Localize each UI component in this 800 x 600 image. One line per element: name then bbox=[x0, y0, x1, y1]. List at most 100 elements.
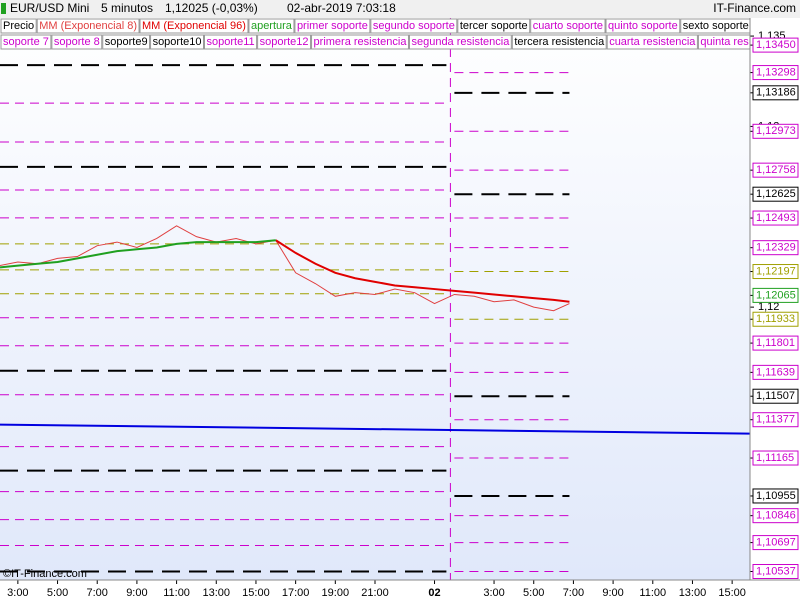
axes: 1,1351,131,121,134501,132981,131861,1297… bbox=[7, 30, 799, 599]
x-tick-label: 7:00 bbox=[87, 587, 108, 599]
legend-box bbox=[457, 18, 531, 34]
legend-item: soporte10 bbox=[153, 36, 202, 48]
level-box bbox=[752, 311, 799, 327]
level-label: 1,13298 bbox=[756, 66, 796, 78]
level-box bbox=[752, 388, 799, 404]
level-box bbox=[752, 264, 799, 280]
legend-item: MM (Exponencial 96) bbox=[142, 20, 246, 32]
series-line bbox=[275, 239, 570, 303]
legend-box bbox=[697, 34, 750, 50]
level-label: 1,11377 bbox=[756, 414, 795, 426]
level-label: 1,11165 bbox=[756, 452, 794, 464]
legend-box bbox=[605, 18, 681, 34]
level-label: 1,11639 bbox=[756, 366, 795, 378]
x-tick-label: 9:00 bbox=[602, 587, 623, 599]
x-tick-label: 5:00 bbox=[47, 587, 68, 599]
level-box bbox=[752, 65, 799, 81]
watermark: ©IT-Finance.com bbox=[3, 568, 87, 580]
legend-box bbox=[0, 34, 52, 50]
header-brand: IT-Finance.com bbox=[713, 1, 796, 15]
legend-box bbox=[680, 18, 750, 34]
legend-item: soporte9 bbox=[105, 36, 148, 48]
x-tick-label: 13:00 bbox=[203, 587, 231, 599]
x-tick-label: 17:00 bbox=[282, 587, 310, 599]
level-box bbox=[752, 186, 799, 202]
legend-item: segundo soporte bbox=[373, 20, 455, 32]
level-label: 1,10955 bbox=[756, 490, 796, 502]
x-tick-label: 21:00 bbox=[361, 587, 389, 599]
level-box bbox=[752, 535, 799, 551]
legend-item: soporte 7 bbox=[3, 36, 49, 48]
plot-area bbox=[0, 18, 750, 580]
legend-item: quinto soporte bbox=[608, 20, 678, 32]
level-box bbox=[752, 162, 799, 178]
level-box bbox=[752, 508, 799, 524]
legend-item: apertura bbox=[251, 20, 293, 32]
level-label: 1,12329 bbox=[756, 242, 796, 254]
level-label: 1,12625 bbox=[756, 188, 796, 200]
level-label: 1,10697 bbox=[756, 536, 796, 548]
level-label: 1,13450 bbox=[756, 39, 796, 51]
x-tick-label: 11:00 bbox=[163, 587, 190, 599]
x-tick-label: 11:00 bbox=[639, 587, 666, 599]
marker-label: 1,12065 bbox=[756, 289, 796, 301]
legend-box bbox=[51, 34, 103, 50]
level-box bbox=[752, 450, 799, 466]
legend-box bbox=[257, 34, 312, 50]
level-box bbox=[752, 210, 799, 226]
legend-item: primera resistencia bbox=[314, 36, 408, 48]
legend-box bbox=[204, 34, 258, 50]
level-label: 1,13186 bbox=[756, 87, 796, 99]
x-tick-label: 19:00 bbox=[322, 587, 350, 599]
legend-item: tercera resistencia bbox=[514, 36, 605, 48]
legend-item: soporte11 bbox=[207, 36, 255, 48]
level-label: 1,12493 bbox=[756, 212, 796, 224]
legend-item: cuarto soporte bbox=[533, 20, 603, 32]
header-title: EUR/USD Mini bbox=[10, 1, 89, 15]
legend-item: primer soporte bbox=[297, 20, 368, 32]
x-tick-label: 13:00 bbox=[679, 587, 707, 599]
level-label: 1,12197 bbox=[756, 265, 796, 277]
level-box bbox=[752, 488, 799, 504]
y-tick-label: 1,12 bbox=[758, 301, 779, 313]
legend-box bbox=[248, 18, 295, 34]
legend-box bbox=[530, 18, 606, 34]
legend-box bbox=[408, 34, 512, 50]
level-label: 1,12758 bbox=[756, 164, 796, 176]
level-box bbox=[752, 412, 799, 428]
level-box bbox=[752, 85, 799, 101]
level-box bbox=[752, 364, 799, 380]
header-quote: 1,12025 (-0,03%) bbox=[165, 1, 258, 15]
legend-box bbox=[606, 34, 698, 50]
x-tick-label: 3:00 bbox=[7, 587, 28, 599]
x-tick-label: 15:00 bbox=[718, 587, 746, 599]
series-line bbox=[0, 225, 570, 312]
legend-item: cuarta resistencia bbox=[609, 36, 696, 48]
level-box bbox=[752, 335, 799, 351]
trendline bbox=[0, 423, 750, 435]
level-label: 1,11933 bbox=[756, 313, 795, 325]
x-tick-label: 5:00 bbox=[523, 587, 544, 599]
legend: Precio MM (Exponencial 8) MM (Exponencial … bbox=[0, 18, 786, 50]
x-tick-label: 9:00 bbox=[126, 587, 147, 599]
level-box bbox=[752, 37, 799, 53]
level-box bbox=[752, 240, 799, 256]
level-label: 1,11507 bbox=[756, 390, 795, 402]
legend-box bbox=[0, 18, 37, 34]
level-label: 1,12973 bbox=[756, 125, 796, 137]
x-tick-label: 7:00 bbox=[563, 587, 584, 599]
header-icon bbox=[1, 3, 6, 14]
legend-item: segunda resistencia bbox=[411, 36, 510, 48]
level-label: 1,10537 bbox=[756, 565, 796, 577]
header-interval: 5 minutos bbox=[101, 1, 153, 15]
level-label: 1,10846 bbox=[756, 510, 796, 522]
legend-item: tercer soporte bbox=[460, 20, 528, 32]
x-tick-label: 02 bbox=[428, 587, 440, 599]
legend-box bbox=[294, 18, 371, 34]
legend-box bbox=[139, 18, 249, 34]
series-line bbox=[0, 239, 276, 269]
legend-item: soporte12 bbox=[260, 36, 309, 48]
header-datetime: 02-abr-2019 7:03:18 bbox=[287, 1, 396, 15]
legend-item: quinta resistencia bbox=[700, 36, 786, 48]
